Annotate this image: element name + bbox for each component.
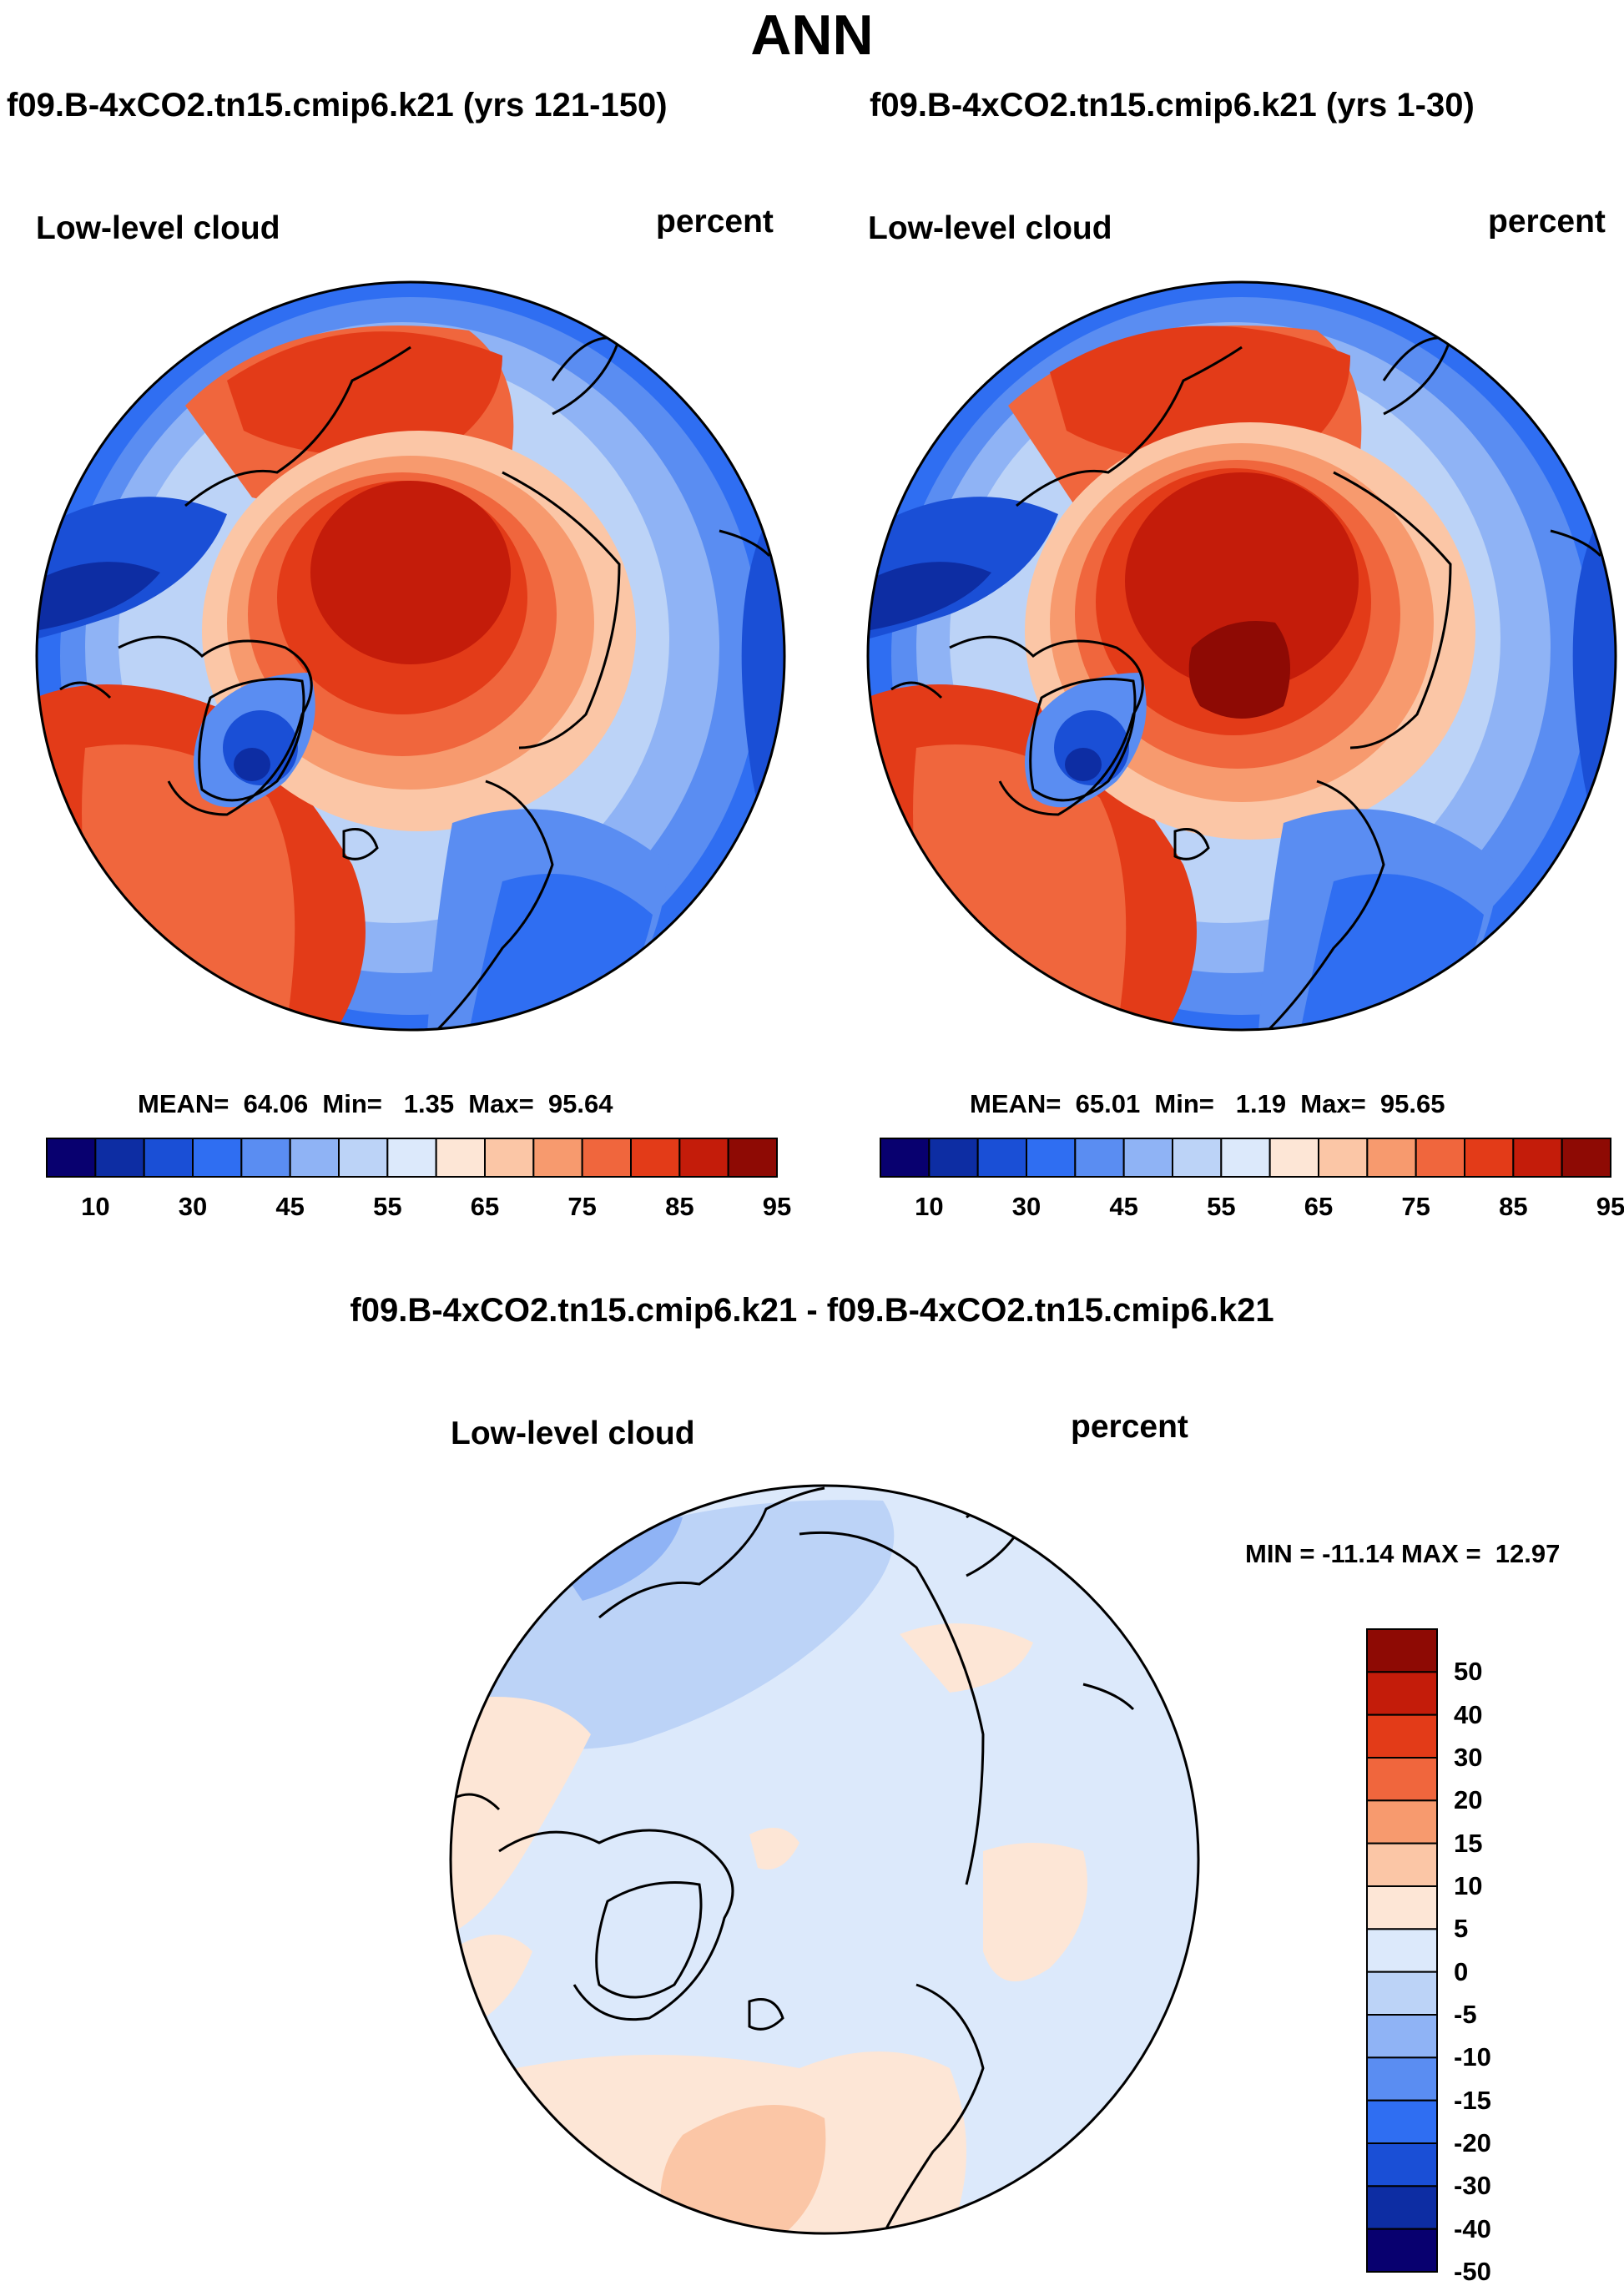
panel1-colorbar-tick-label: 65: [470, 1192, 500, 1221]
diff-colorbar-tick-label: 20: [1454, 1785, 1483, 1815]
panel1-colorbar-tick-label: 30: [178, 1192, 208, 1221]
panel2-colorbar-swatch: [1268, 1138, 1319, 1178]
panel1-colorbar-swatch: [46, 1138, 97, 1178]
panel2-colorbar-tick-label: 65: [1304, 1192, 1334, 1221]
panel1-colorbar-swatch: [240, 1138, 291, 1178]
panel1-colorbar-swatch: [678, 1138, 729, 1178]
panel1-case-title: f09.B-4xCO2.tn15.cmip6.k21 (yrs 121-150): [7, 87, 668, 124]
diff-units-label: percent: [1071, 1409, 1188, 1445]
panel1-colorbar-tick-label: 10: [81, 1192, 110, 1221]
diff-colorbar-tick-label: -15: [1454, 2085, 1491, 2115]
panel2-colorbar-swatch: [1366, 1138, 1417, 1178]
panel2-variable-label: Low-level cloud: [868, 210, 1112, 246]
panel2-colorbar-swatch: [1318, 1138, 1369, 1178]
panel2-stats: MEAN= 65.01 Min= 1.19 Max= 95.65: [970, 1089, 1445, 1118]
panel2-units-label: percent: [1488, 204, 1606, 240]
panel1-variable-label: Low-level cloud: [36, 210, 280, 246]
panel2-colorbar-swatch: [1464, 1138, 1515, 1178]
diff-colorbar-swatch: [1366, 1628, 1438, 1673]
panel1-colorbar: [46, 1138, 779, 1178]
diff-colorbar-swatch: [1366, 2185, 1438, 2230]
diff-colorbar-swatch: [1366, 2056, 1438, 2102]
diff-colorbar-swatch: [1366, 2014, 1438, 2059]
diff-colorbar-tick-label: -50: [1454, 2257, 1491, 2286]
panel2-colorbar-swatch: [1172, 1138, 1223, 1178]
panel2-colorbar-swatch: [928, 1138, 979, 1178]
diff-colorbar-swatch: [1366, 1971, 1438, 2016]
panel1-colorbar-swatch: [727, 1138, 779, 1178]
diff-colorbar-tick-label: 15: [1454, 1828, 1483, 1858]
panel2-case-title: f09.B-4xCO2.tn15.cmip6.k21 (yrs 1-30): [870, 87, 1475, 124]
diff-colorbar-tick-label: 5: [1454, 1914, 1469, 1944]
panel2-colorbar-swatch: [1220, 1138, 1271, 1178]
diff-colorbar-tick-label: -5: [1454, 2000, 1477, 2029]
panel2-colorbar-swatch: [1074, 1138, 1125, 1178]
diff-colorbar-tick-label: -40: [1454, 2213, 1491, 2243]
diff-colorbar: [1366, 1628, 1438, 2273]
panel2-colorbar: [880, 1138, 1612, 1178]
panel1-colorbar-swatch: [94, 1138, 145, 1178]
panel2-colorbar-tick-label: 85: [1499, 1192, 1528, 1221]
diff-colorbar-swatch: [1366, 1671, 1438, 1716]
diff-colorbar-swatch: [1366, 1757, 1438, 1802]
panel1-colorbar-swatch: [143, 1138, 194, 1178]
panel1-colorbar-swatch: [630, 1138, 681, 1178]
diff-case-title: f09.B-4xCO2.tn15.cmip6.k21 - f09.B-4xCO2…: [350, 1292, 1274, 1329]
panel2-colorbar-swatch: [1122, 1138, 1173, 1178]
panel1-colorbar-tick-label: 45: [275, 1192, 305, 1221]
panel2-polar-map: [866, 280, 1617, 1032]
panel1-colorbar-swatch: [581, 1138, 633, 1178]
panel1-colorbar-swatch: [386, 1138, 437, 1178]
panel1-stats: MEAN= 64.06 Min= 1.35 Max= 95.64: [138, 1089, 613, 1118]
diff-polar-map: [449, 1484, 1200, 2235]
panel2-colorbar-swatch: [976, 1138, 1027, 1178]
panel2-colorbar-labels: 10 30 45 55 65 75 85 95: [880, 1192, 1624, 1224]
panel2-colorbar-tick-label: 55: [1207, 1192, 1236, 1221]
panel1-colorbar-tick-label: 95: [762, 1192, 792, 1221]
panel2-colorbar-tick-label: 45: [1109, 1192, 1138, 1221]
diff-colorbar-swatch: [1366, 2228, 1438, 2273]
diff-colorbar-tick-label: 50: [1454, 1657, 1483, 1687]
panel2-colorbar-tick-label: 95: [1596, 1192, 1624, 1221]
diff-colorbar-tick-label: 10: [1454, 1871, 1483, 1900]
panel1-colorbar-tick-label: 75: [567, 1192, 597, 1221]
panel1-units-label: percent: [656, 204, 774, 240]
panel1-colorbar-labels: 10 30 45 55 65 75 85 95: [47, 1192, 791, 1224]
panel2-colorbar-tick-label: 10: [915, 1192, 944, 1221]
diff-colorbar-tick-label: -10: [1454, 2042, 1491, 2072]
diff-variable-label: Low-level cloud: [451, 1416, 695, 1451]
diff-colorbar-swatch: [1366, 1842, 1438, 1887]
diff-colorbar-swatch: [1366, 1885, 1438, 1930]
panel1-polar-map: [35, 280, 786, 1032]
diff-colorbar-tick-label: -30: [1454, 2171, 1491, 2201]
diff-colorbar-labels: 50 40 30 20 15 10 5 0 -5 -10 -15 -20 -30 -40 -50: [1454, 1629, 1554, 2284]
panel1-colorbar-tick-label: 85: [665, 1192, 694, 1221]
diff-colorbar-swatch: [1366, 1928, 1438, 1973]
panel2-colorbar-swatch: [1026, 1138, 1077, 1178]
diff-colorbar-swatch: [1366, 2099, 1438, 2145]
panel2-colorbar-swatch: [1415, 1138, 1466, 1178]
panel2-colorbar-tick-label: 75: [1401, 1192, 1430, 1221]
panel1-colorbar-swatch: [435, 1138, 486, 1178]
panel1-colorbar-swatch: [532, 1138, 583, 1178]
diff-minmax: MIN = -11.14 MAX = 12.97: [1245, 1539, 1561, 1568]
panel2-colorbar-swatch: [1512, 1138, 1563, 1178]
panel2-colorbar-swatch: [880, 1138, 931, 1178]
page-title: ANN: [750, 3, 874, 67]
diff-colorbar-tick-label: 30: [1454, 1743, 1483, 1772]
panel2-colorbar-tick-label: 30: [1011, 1192, 1041, 1221]
panel1-colorbar-swatch: [289, 1138, 340, 1178]
diff-colorbar-swatch: [1366, 1799, 1438, 1844]
diff-colorbar-swatch: [1366, 2142, 1438, 2188]
panel1-colorbar-tick-label: 55: [373, 1192, 402, 1221]
panel1-colorbar-swatch: [192, 1138, 243, 1178]
diff-colorbar-tick-label: -20: [1454, 2128, 1491, 2157]
diff-colorbar-tick-label: 0: [1454, 1956, 1469, 1986]
panel1-colorbar-swatch: [484, 1138, 535, 1178]
panel2-colorbar-swatch: [1561, 1138, 1612, 1178]
diff-colorbar-tick-label: 40: [1454, 1699, 1483, 1729]
diff-colorbar-swatch: [1366, 1713, 1438, 1759]
panel1-colorbar-swatch: [338, 1138, 389, 1178]
